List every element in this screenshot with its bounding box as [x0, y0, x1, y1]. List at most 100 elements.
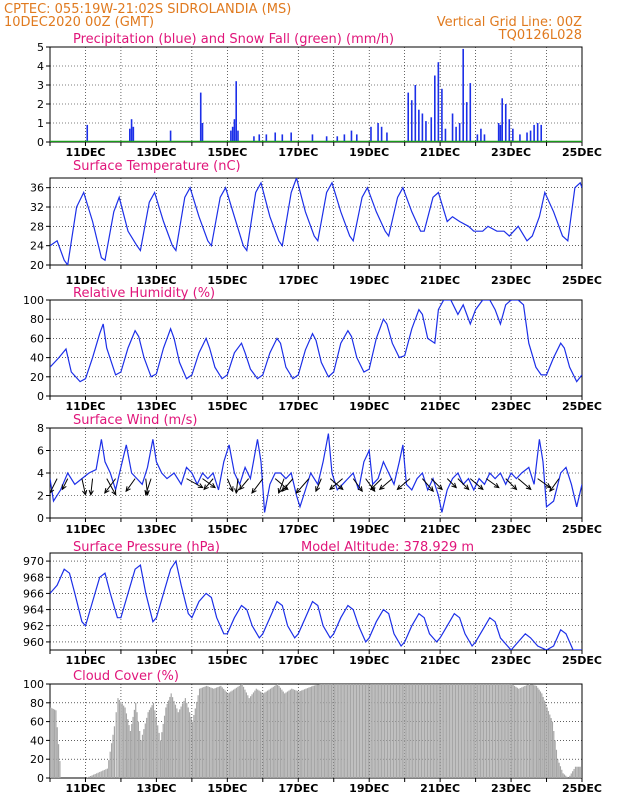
y-tick-label: 36 [30, 182, 44, 195]
wind-arrow-shaft [457, 478, 470, 490]
cloud-bar [565, 775, 567, 778]
cloud-bar [193, 715, 195, 778]
x-tick-label: 17DEC [278, 274, 318, 287]
y-tick-label: 24 [30, 240, 44, 253]
cloud-bar [443, 684, 445, 778]
y-tick-label: 8 [37, 422, 44, 435]
cloud-bar [477, 684, 479, 778]
header-model-id: TQ0126L028 [498, 28, 582, 43]
wind-arrow-head [525, 484, 532, 491]
y-tick-label: 32 [30, 201, 44, 214]
cloud-bar [183, 700, 185, 778]
cloud-bar [143, 729, 145, 778]
cloud-bar [342, 684, 344, 778]
x-tick-label: 25DEC [562, 523, 602, 536]
precip-bar [86, 124, 89, 142]
panel-frame [49, 427, 583, 519]
cloud-bar [330, 684, 333, 778]
x-tick-label: 19DEC [349, 782, 389, 795]
cloud-bar [103, 769, 105, 778]
x-tick-label: 17DEC [278, 400, 318, 413]
panel-title: Cloud Cover (%) [73, 669, 179, 684]
cloud-bar [238, 685, 240, 778]
cloud-bar [357, 684, 359, 778]
precip-bar [377, 123, 379, 142]
cloud-bar [111, 743, 113, 778]
y-tick-label: 28 [30, 220, 44, 233]
cloud-bar [494, 684, 497, 778]
precip-bar [458, 123, 461, 142]
cloud-bar [339, 684, 341, 778]
cloud-bar [525, 685, 527, 778]
precip-bar [386, 132, 388, 142]
cloud-bar [341, 684, 343, 778]
cloud-bar [471, 684, 473, 778]
cloud-bar [508, 684, 510, 778]
cloud-bar [328, 684, 330, 778]
precip-bar [233, 119, 236, 142]
precip-bar [281, 134, 284, 142]
wind-arrow-head [369, 484, 376, 491]
cloud-bar [574, 766, 577, 778]
cloud-bar [416, 684, 418, 778]
panel-frame [49, 177, 583, 266]
cloud-bar [129, 731, 131, 778]
cloud-bar [579, 766, 581, 778]
cloud-bar [415, 684, 417, 778]
cloud-bar [292, 689, 294, 778]
cloud-bar [227, 693, 229, 778]
cloud-bar [170, 693, 172, 778]
y-tick-label: 0 [37, 390, 44, 403]
cloud-bar [158, 732, 160, 778]
wind-arrow-shaft [239, 478, 249, 490]
x-tick-label: 13DEC [136, 782, 176, 795]
precip-bar [476, 134, 479, 142]
x-tick-label: 15DEC [207, 274, 247, 287]
precip-bar [536, 123, 539, 142]
series-line [50, 559, 582, 650]
wind-arrow-head [61, 484, 67, 491]
cloud-bar [265, 691, 267, 778]
cloud-bar [485, 684, 488, 778]
cloud-bar [201, 687, 203, 778]
x-tick-label: 23DEC [491, 146, 531, 159]
cloud-bar [161, 732, 163, 778]
wind-arrow-shaft [106, 478, 117, 496]
precip-bar [540, 124, 543, 142]
y-tick-label: 80 [30, 697, 44, 710]
cloud-bar [320, 684, 323, 778]
cloud-bar [248, 698, 250, 778]
precip-bar [129, 128, 131, 142]
x-tick-label: 21DEC [420, 274, 460, 287]
wind-arrow-head [428, 486, 434, 493]
cloud-bar [385, 684, 387, 778]
cloud-bar [319, 684, 321, 778]
panel-title: Relative Humidity (%) [73, 286, 215, 301]
panel-data [50, 684, 582, 778]
cloud-bar [196, 701, 198, 778]
cloud-bar [218, 686, 221, 778]
cloud-bar [446, 684, 448, 778]
cloud-bar [313, 685, 316, 778]
cloud-bar [527, 684, 529, 778]
cloud-bar [269, 688, 272, 778]
cloud-bar [166, 703, 168, 778]
y-tick-label: 964 [23, 604, 44, 617]
cloud-bar [240, 684, 242, 778]
cloud-bar [472, 684, 474, 778]
y-tick-label: 80 [30, 313, 44, 326]
cloud-bar [306, 688, 308, 778]
cloud-bar [545, 703, 547, 778]
cloud-bar [542, 696, 544, 778]
cloud-bar [329, 684, 331, 778]
cloud-bar [299, 690, 301, 778]
cloud-bar [154, 710, 156, 778]
cloud-bar [261, 692, 263, 778]
cloud-bar [437, 684, 439, 778]
cloud-bar [97, 772, 99, 778]
cloud-bar [391, 684, 393, 778]
cloud-bar [289, 689, 291, 778]
cloud-bar [295, 690, 297, 778]
cloud-bar [562, 773, 564, 778]
